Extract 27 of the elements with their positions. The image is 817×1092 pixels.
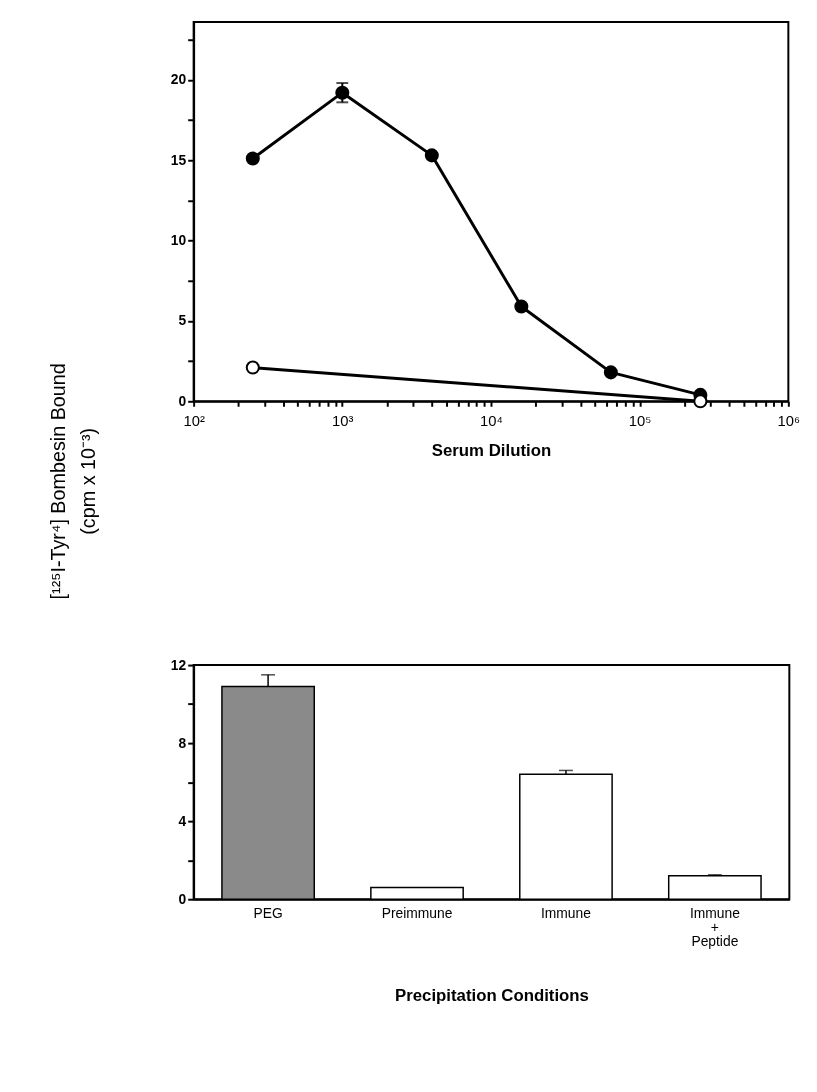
x-tick-label: Preimmune <box>381 905 453 922</box>
x-tick-label: 10⁶ <box>777 413 801 430</box>
y-tick-label: 15 <box>170 151 187 168</box>
x-tick-label: Immune <box>540 905 592 922</box>
x-tick-label: 10³ <box>332 413 354 430</box>
y-tick-label: 0 <box>178 890 187 907</box>
x-axis-title: Serum Dilution <box>431 441 552 461</box>
x-tick-label: PEG <box>253 905 283 922</box>
point <box>335 85 350 100</box>
point <box>245 360 260 375</box>
y-tick-label: 0 <box>178 392 187 409</box>
point <box>424 148 439 163</box>
x-tick-label: 10⁵ <box>628 413 652 430</box>
y-tick-label: 12 <box>170 656 187 673</box>
x-tick-label: 10⁴ <box>480 413 503 430</box>
y-tick-label: 4 <box>178 812 187 829</box>
x-axis-title: Precipitation Conditions <box>395 986 589 1006</box>
y-tick-label: 8 <box>178 734 187 751</box>
x-tick-label: Immune + Peptide <box>689 905 741 950</box>
point <box>245 151 260 166</box>
y-tick-label: 20 <box>170 71 187 88</box>
y-tick-label: 10 <box>170 232 187 249</box>
y-tick-label: 5 <box>178 312 187 329</box>
y-axis-title: [¹²⁵I-Tyr⁴] Bombesin Bound (cpm x 10⁻³) <box>47 363 99 600</box>
point <box>514 299 529 314</box>
x-tick-label: 10² <box>183 413 205 430</box>
point <box>603 365 618 380</box>
